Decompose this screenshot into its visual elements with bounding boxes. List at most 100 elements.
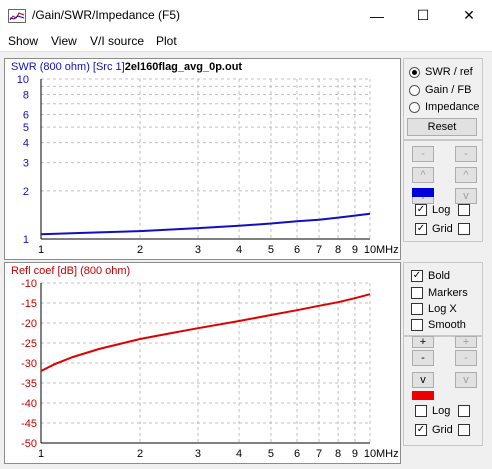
scale-down-button-left-2[interactable]: v: [412, 372, 434, 388]
menu-vi-source[interactable]: V/I source: [90, 34, 145, 48]
line-color-swatch-bottom[interactable]: [412, 391, 434, 400]
refl-y-tick-label: -20: [21, 318, 37, 330]
markers-check-box[interactable]: [411, 287, 423, 299]
swr-x-tick-label: 6: [294, 244, 300, 256]
close-button[interactable]: ✕: [463, 7, 475, 23]
smooth-check-label: Smooth: [428, 319, 466, 331]
refl-y-tick-label: -40: [21, 398, 37, 410]
refl-x-tick-label: 10: [364, 448, 376, 460]
log-check-top-box[interactable]: ✓: [415, 204, 427, 216]
radio-impedance-dot[interactable]: [409, 101, 420, 113]
refl-chart: 1 2 3 4 5 6 7 8 9 10 MHz -10 -15 -20 -25 -30 -35 -40 -45 -5…: [21, 278, 399, 460]
refl-x-tick-label: 3: [195, 448, 201, 460]
line-color-swatch-top[interactable]: [412, 188, 434, 197]
swr-plot-title: SWR (800 ohm) [Src 1]2el160flag_avg_0p.o…: [11, 61, 242, 73]
swr-y-tick-label: 10: [17, 74, 29, 86]
logx-check[interactable]: Log X: [411, 303, 457, 315]
log-check-top-label: Log: [432, 204, 451, 216]
radio-gain-dot[interactable]: [409, 84, 420, 96]
swr-x-tick-label: 4: [236, 244, 242, 256]
bold-check-box[interactable]: ✓: [411, 270, 423, 282]
swr-x-unit-label: MHz: [376, 244, 399, 256]
radio-swr-dot[interactable]: [409, 66, 420, 78]
grid-check-top-box[interactable]: ✓: [415, 223, 427, 235]
scale-group-top: [403, 140, 483, 242]
refl-x-tick-label: 8: [335, 448, 341, 460]
smooth-check[interactable]: Smooth: [411, 319, 466, 331]
scale-dec-button-left-2[interactable]: -: [412, 350, 434, 366]
refl-y-tick-label: -45: [21, 418, 37, 430]
bold-check[interactable]: ✓ Bold: [411, 270, 450, 282]
scale-down-button-right[interactable]: v: [455, 188, 477, 204]
swr-series-line: [40, 212, 371, 236]
smooth-check-box[interactable]: [411, 319, 423, 331]
scale-dec-button-left[interactable]: -: [412, 146, 434, 162]
refl-x-unit-label: MHz: [376, 448, 399, 460]
log-check-bottom-2-box[interactable]: [458, 405, 470, 417]
markers-check[interactable]: Markers: [411, 287, 468, 299]
title-bar[interactable]: /Gain/SWR/Impedance (F5) — ☐ ✕: [0, 0, 492, 31]
scale-down-button-right-2[interactable]: v: [455, 372, 477, 388]
log-check-bottom-box[interactable]: [415, 405, 427, 417]
grid-check-bottom-2-box[interactable]: [458, 424, 470, 436]
scale-dec-button-right[interactable]: -: [455, 146, 477, 162]
swr-x-tick-label: 2: [137, 244, 143, 256]
scale-inc-button-right[interactable]: +: [455, 336, 477, 348]
radio-impedance[interactable]: Impedance: [409, 101, 479, 113]
window-title: /Gain/SWR/Impedance (F5): [32, 8, 181, 22]
refl-x-tick-label: 9: [352, 448, 358, 460]
log-check-top-2-box[interactable]: [458, 204, 470, 216]
refl-y-tick-label: -15: [21, 298, 37, 310]
grid-check-top[interactable]: ✓ Grid: [415, 223, 453, 235]
radio-gain-label: Gain / FB: [425, 84, 472, 96]
reset-button[interactable]: Reset: [407, 118, 477, 136]
swr-y-tick-label: 6: [23, 109, 29, 121]
maximize-button[interactable]: ☐: [416, 7, 430, 23]
scale-up-button-left[interactable]: ^: [412, 167, 434, 183]
grid-check-top-2[interactable]: [458, 223, 475, 235]
menu-show[interactable]: Show: [8, 34, 39, 48]
log-check-top-2[interactable]: [458, 204, 475, 216]
scale-up-button-right[interactable]: ^: [455, 167, 477, 183]
logx-check-label: Log X: [428, 303, 457, 315]
refl-x-tick-label: 5: [268, 448, 274, 460]
refl-plot-panel: Refl coef [dB] (800 ohm) 1 2 3 4 5 6 7 8 9 10 MHz -…: [4, 262, 401, 464]
menu-plot[interactable]: Plot: [156, 34, 177, 48]
refl-x-tick-label: 7: [316, 448, 322, 460]
swr-x-tick-label: 5: [268, 244, 274, 256]
refl-series-line: [40, 293, 371, 372]
radio-gain[interactable]: Gain / FB: [409, 84, 471, 96]
markers-check-label: Markers: [428, 287, 468, 299]
refl-y-tick-label: -35: [21, 378, 37, 390]
sidebar-bottom: ✓ Bold Markers Log X Smooth + + - - v v L…: [403, 262, 483, 462]
bold-check-label: Bold: [428, 270, 451, 282]
minimize-button[interactable]: —: [370, 7, 384, 24]
refl-plot-title: Refl coef [dB] (800 ohm): [11, 265, 131, 277]
log-check-bottom-2[interactable]: [458, 405, 475, 417]
radio-swr[interactable]: SWR / ref: [409, 66, 473, 78]
scale-inc-button-left[interactable]: +: [412, 336, 434, 348]
log-check-bottom-label: Log: [432, 405, 451, 417]
grid-check-bottom-2[interactable]: [458, 424, 475, 436]
refl-y-tick-label: -25: [21, 338, 37, 350]
refl-x-tick-label: 6: [294, 448, 300, 460]
grid-check-bottom[interactable]: ✓ Grid: [415, 424, 453, 436]
grid-check-bottom-box[interactable]: ✓: [415, 424, 427, 436]
log-check-bottom[interactable]: Log: [415, 405, 450, 417]
menu-bar: Show View V/I source Plot: [0, 31, 492, 52]
swr-x-tick-label: 9: [352, 244, 358, 256]
log-check-top[interactable]: ✓ Log: [415, 204, 450, 216]
refl-x-tick-label: 1: [38, 448, 44, 460]
swr-y-tick-label: 8: [23, 90, 29, 102]
logx-check-box[interactable]: [411, 303, 423, 315]
swr-x-tick-label: 3: [195, 244, 201, 256]
grid-check-top-2-box[interactable]: [458, 223, 470, 235]
plot-type-group: [403, 58, 483, 140]
swr-x-tick-label: 8: [335, 244, 341, 256]
menu-view[interactable]: View: [51, 34, 77, 48]
refl-y-tick-label: -30: [21, 358, 37, 370]
refl-y-tick-label: -10: [21, 278, 37, 290]
scale-dec-button-right-2[interactable]: -: [455, 350, 477, 366]
style-group: [403, 262, 483, 336]
refl-y-tick-label: -50: [21, 438, 37, 450]
